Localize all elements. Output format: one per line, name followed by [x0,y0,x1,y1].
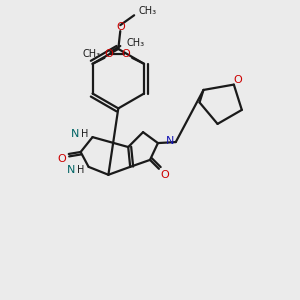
Text: CH₃: CH₃ [138,6,156,16]
Text: CH₃: CH₃ [126,38,144,48]
Text: CH₃: CH₃ [82,49,100,59]
Text: N: N [166,136,174,146]
Text: O: O [160,170,169,180]
Text: O: O [57,154,66,164]
Text: H: H [77,165,84,175]
Text: N: N [67,165,75,175]
Text: O: O [233,75,242,85]
Text: H: H [81,129,88,139]
Text: O: O [116,22,125,32]
Text: O: O [122,49,130,59]
Text: O: O [104,49,113,59]
Text: N: N [70,129,79,139]
